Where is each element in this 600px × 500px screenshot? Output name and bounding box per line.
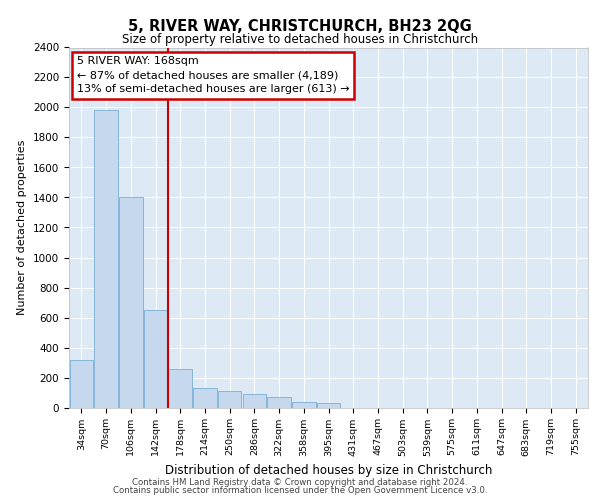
Bar: [119, 198, 143, 408]
Bar: [218, 391, 241, 407]
Text: Contains HM Land Registry data © Crown copyright and database right 2024.: Contains HM Land Registry data © Crown c…: [132, 478, 468, 487]
Text: Contains public sector information licensed under the Open Government Licence v3: Contains public sector information licen…: [113, 486, 487, 495]
Bar: [242, 394, 266, 407]
Bar: [169, 368, 192, 408]
X-axis label: Distribution of detached houses by size in Christchurch: Distribution of detached houses by size …: [165, 464, 492, 477]
Text: Size of property relative to detached houses in Christchurch: Size of property relative to detached ho…: [122, 32, 478, 46]
Bar: [292, 402, 316, 407]
Bar: [317, 403, 340, 407]
Text: 5 RIVER WAY: 168sqm
← 87% of detached houses are smaller (4,189)
13% of semi-det: 5 RIVER WAY: 168sqm ← 87% of detached ho…: [77, 56, 349, 94]
Bar: [70, 360, 93, 408]
Y-axis label: Number of detached properties: Number of detached properties: [17, 140, 28, 315]
Bar: [94, 110, 118, 408]
Bar: [193, 388, 217, 407]
Text: 5, RIVER WAY, CHRISTCHURCH, BH23 2QG: 5, RIVER WAY, CHRISTCHURCH, BH23 2QG: [128, 19, 472, 34]
Bar: [268, 397, 291, 407]
Bar: [144, 310, 167, 408]
